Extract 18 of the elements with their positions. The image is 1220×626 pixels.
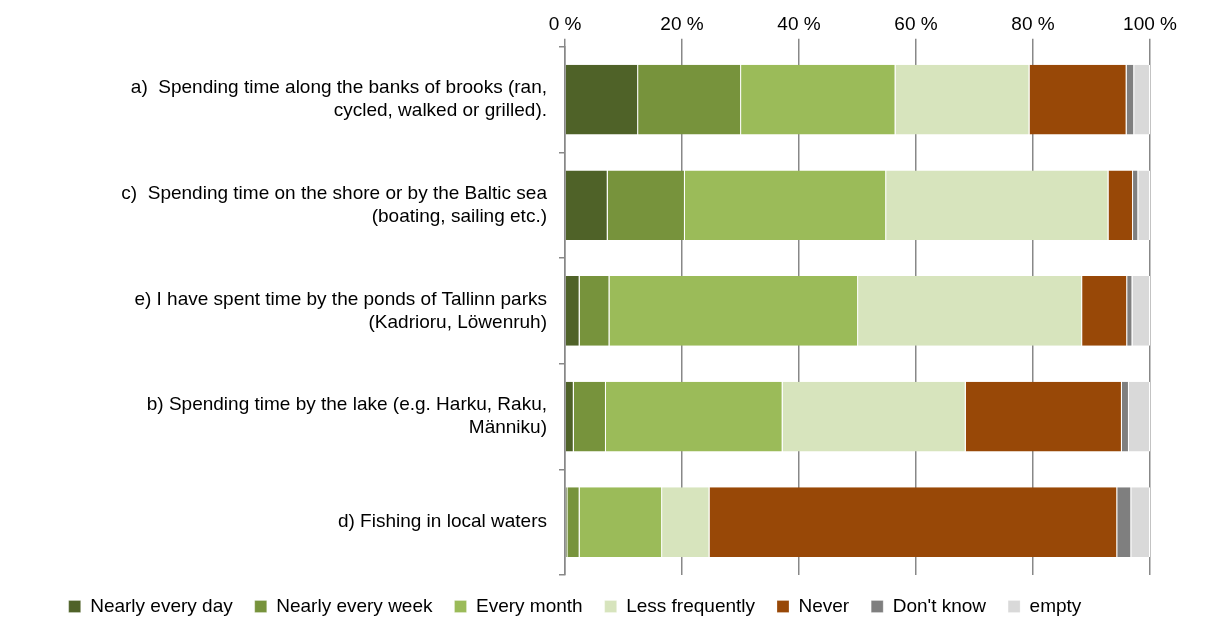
- legend-label: empty: [1029, 594, 1082, 616]
- legend-label: Nearly every day: [90, 594, 234, 616]
- y-tick-label: a) Spending time along the banks of brooks (ran, cycled, walked or grilled).: [130, 76, 547, 121]
- legend-label: Don't know: [892, 594, 987, 616]
- y-tick-label: d) Fishing in local waters: [337, 510, 547, 532]
- legend-label: Every month: [476, 594, 583, 616]
- x-tick-label: 0 %: [548, 12, 582, 34]
- x-tick-label: 60 %: [894, 12, 938, 34]
- x-tick-label: 20 %: [660, 12, 704, 34]
- legend-label: Never: [798, 594, 850, 616]
- y-tick-label: b) Spending time by the lake (e.g. Harku, Raku, Männiku): [146, 393, 547, 438]
- y-tick-label: e) I have spent time by the ponds of Tallinn parks (Kadrioru, Löwenruh): [134, 287, 547, 332]
- x-tick-label: 100 %: [1123, 12, 1178, 34]
- legend-label: Nearly every week: [276, 594, 434, 616]
- x-tick-label: 80 %: [1011, 12, 1055, 34]
- legend-label: Less frequently: [626, 594, 756, 616]
- x-tick-label: 40 %: [777, 12, 821, 34]
- y-tick-label: c) Spending time on the shore or by the Baltic sea (boating, sailing etc.): [121, 182, 548, 226]
